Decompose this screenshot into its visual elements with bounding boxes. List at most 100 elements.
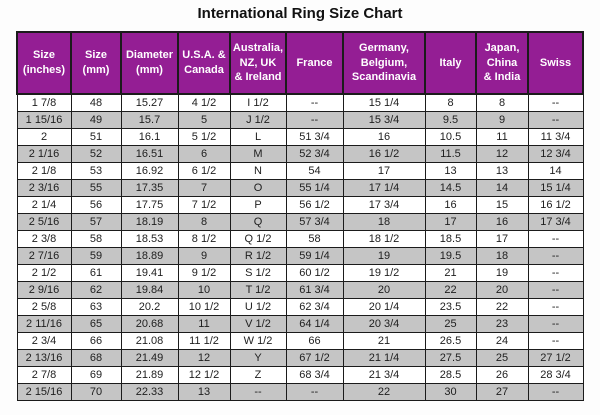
table-cell: Y bbox=[229, 349, 287, 367]
table-cell: 2 1/4 bbox=[16, 196, 72, 214]
table-row: 2 13/16 68 21.49 12 Y 67 1/2 21 1/4 27.5 25 27 1/… bbox=[16, 349, 584, 367]
table-cell: 20.2 bbox=[120, 298, 179, 316]
table-cell: 27 1/2 bbox=[527, 349, 584, 367]
table-cell: 6 1/2 bbox=[177, 162, 231, 180]
table-cell: 21.89 bbox=[120, 366, 179, 384]
table-cell: 16 bbox=[475, 213, 529, 231]
table-cell: 15 bbox=[475, 196, 529, 214]
table-cell: 28.5 bbox=[424, 366, 477, 384]
column-header: Size (inches) bbox=[16, 31, 72, 95]
table-cell: 9 1/2 bbox=[177, 264, 231, 282]
table-cell: 62 bbox=[70, 281, 122, 299]
table-cell: 2 9/16 bbox=[16, 281, 72, 299]
table-cell: 49 bbox=[70, 111, 122, 129]
table-cell: 10 bbox=[177, 281, 231, 299]
table-cell: 17 1/4 bbox=[342, 179, 426, 197]
table-header: Size (inches) Size (mm) Diameter (mm) U.S.A… bbox=[16, 31, 584, 95]
table-cell: 21 3/4 bbox=[342, 366, 426, 384]
table-cell: 17 3/4 bbox=[527, 213, 584, 231]
table-cell: 19.41 bbox=[120, 264, 179, 282]
table-cell: 16 1/2 bbox=[527, 196, 584, 214]
table-cell: 17 bbox=[475, 230, 529, 248]
table-cell: -- bbox=[285, 383, 344, 401]
table-cell: 2 1/2 bbox=[16, 264, 72, 282]
table-cell: -- bbox=[527, 315, 584, 333]
table-cell: 70 bbox=[70, 383, 122, 401]
table-row: 1 7/8 48 15.27 4 1/2 I 1/2 -- 15 1/4 8 8 -- bbox=[16, 93, 584, 112]
table-row: 1 15/16 49 15.7 5 J 1/2 -- 15 3/4 9.5 9 -- bbox=[16, 111, 584, 129]
table-cell: 13 bbox=[424, 162, 477, 180]
table-cell: O bbox=[229, 179, 287, 197]
table-row: 2 5/16 57 18.19 8 Q 57 3/4 18 17 16 17 3/4 bbox=[16, 213, 584, 231]
table-cell: 26.5 bbox=[424, 332, 477, 350]
table-cell: -- bbox=[527, 281, 584, 299]
table-cell: 9 bbox=[475, 111, 529, 129]
table-cell: 14.5 bbox=[424, 179, 477, 197]
table-cell: 20 bbox=[475, 281, 529, 299]
table-cell: 13 bbox=[475, 162, 529, 180]
table-cell: 16.1 bbox=[120, 128, 179, 146]
table-cell: 7 1/2 bbox=[177, 196, 231, 214]
table-cell: 18 bbox=[475, 247, 529, 265]
table-cell: 2 1/16 bbox=[16, 145, 72, 163]
table-cell: M bbox=[229, 145, 287, 163]
table-cell: 4 1/2 bbox=[177, 93, 231, 112]
table-cell: 22 bbox=[475, 298, 529, 316]
table-cell: -- bbox=[527, 298, 584, 316]
table-cell: 17.35 bbox=[120, 179, 179, 197]
table-row: 2 3/16 55 17.35 7 O 55 1/4 17 1/4 14.5 14 15 1/4 bbox=[16, 179, 584, 197]
table-cell: 59 bbox=[70, 247, 122, 265]
table-cell: -- bbox=[527, 247, 584, 265]
table-cell: -- bbox=[527, 93, 584, 112]
table-cell: 18.53 bbox=[120, 230, 179, 248]
table-cell: 55 bbox=[70, 179, 122, 197]
table-row: 2 5/8 63 20.2 10 1/2 U 1/2 62 3/4 20 1/4 23.5 22… bbox=[16, 298, 584, 316]
table-cell: 27 bbox=[475, 383, 529, 401]
ring-size-table: Size (inches) Size (mm) Diameter (mm) U.S.A… bbox=[16, 31, 584, 401]
table-cell: 57 bbox=[70, 213, 122, 231]
table-cell: 16 bbox=[424, 196, 477, 214]
table-cell: 24 bbox=[475, 332, 529, 350]
table-cell: 6 bbox=[177, 145, 231, 163]
table-cell: 5 1/2 bbox=[177, 128, 231, 146]
table-cell: 17 bbox=[342, 162, 426, 180]
table-cell: 15 1/4 bbox=[527, 179, 584, 197]
table-cell: -- bbox=[229, 383, 287, 401]
table-cell: 2 3/4 bbox=[16, 332, 72, 350]
table-cell: 22 bbox=[342, 383, 426, 401]
table-cell: 58 bbox=[285, 230, 344, 248]
table-cell: 66 bbox=[285, 332, 344, 350]
table-cell: 51 bbox=[70, 128, 122, 146]
table-cell: 8 bbox=[177, 213, 231, 231]
column-header: Australia, NZ, UK & Ireland bbox=[229, 31, 287, 95]
table-cell: 21.08 bbox=[120, 332, 179, 350]
table-cell: 17 bbox=[424, 213, 477, 231]
table-cell: 2 15/16 bbox=[16, 383, 72, 401]
table-cell: 18.89 bbox=[120, 247, 179, 265]
table-cell: 2 3/16 bbox=[16, 179, 72, 197]
table-cell: 15 1/4 bbox=[342, 93, 426, 112]
table-cell: Q bbox=[229, 213, 287, 231]
table-cell: 69 bbox=[70, 366, 122, 384]
table-row: 2 1/16 52 16.51 6 M 52 3/4 16 1/2 11.5 12 12 3/4 bbox=[16, 145, 584, 163]
table-cell: 11 1/2 bbox=[177, 332, 231, 350]
table-cell: Z bbox=[229, 366, 287, 384]
table-cell: 52 bbox=[70, 145, 122, 163]
table-cell: 59 1/4 bbox=[285, 247, 344, 265]
table-cell: T 1/2 bbox=[229, 281, 287, 299]
table-cell: 15.7 bbox=[120, 111, 179, 129]
table-cell: 55 1/4 bbox=[285, 179, 344, 197]
table-cell: 21 1/4 bbox=[342, 349, 426, 367]
table-row: 2 1/8 53 16.92 6 1/2 N 54 17 13 13 14 bbox=[16, 162, 584, 180]
table-row: 2 9/16 62 19.84 10 T 1/2 61 3/4 20 22 20 -- bbox=[16, 281, 584, 299]
table-cell: Q 1/2 bbox=[229, 230, 287, 248]
table-cell: 22.33 bbox=[120, 383, 179, 401]
table-cell: 19.5 bbox=[424, 247, 477, 265]
table-cell: 16 1/2 bbox=[342, 145, 426, 163]
table-cell: -- bbox=[527, 383, 584, 401]
table-cell: 68 3/4 bbox=[285, 366, 344, 384]
table-cell: 18.19 bbox=[120, 213, 179, 231]
table-cell: 54 bbox=[285, 162, 344, 180]
table-cell: 19 bbox=[342, 247, 426, 265]
table-cell: 48 bbox=[70, 93, 122, 112]
